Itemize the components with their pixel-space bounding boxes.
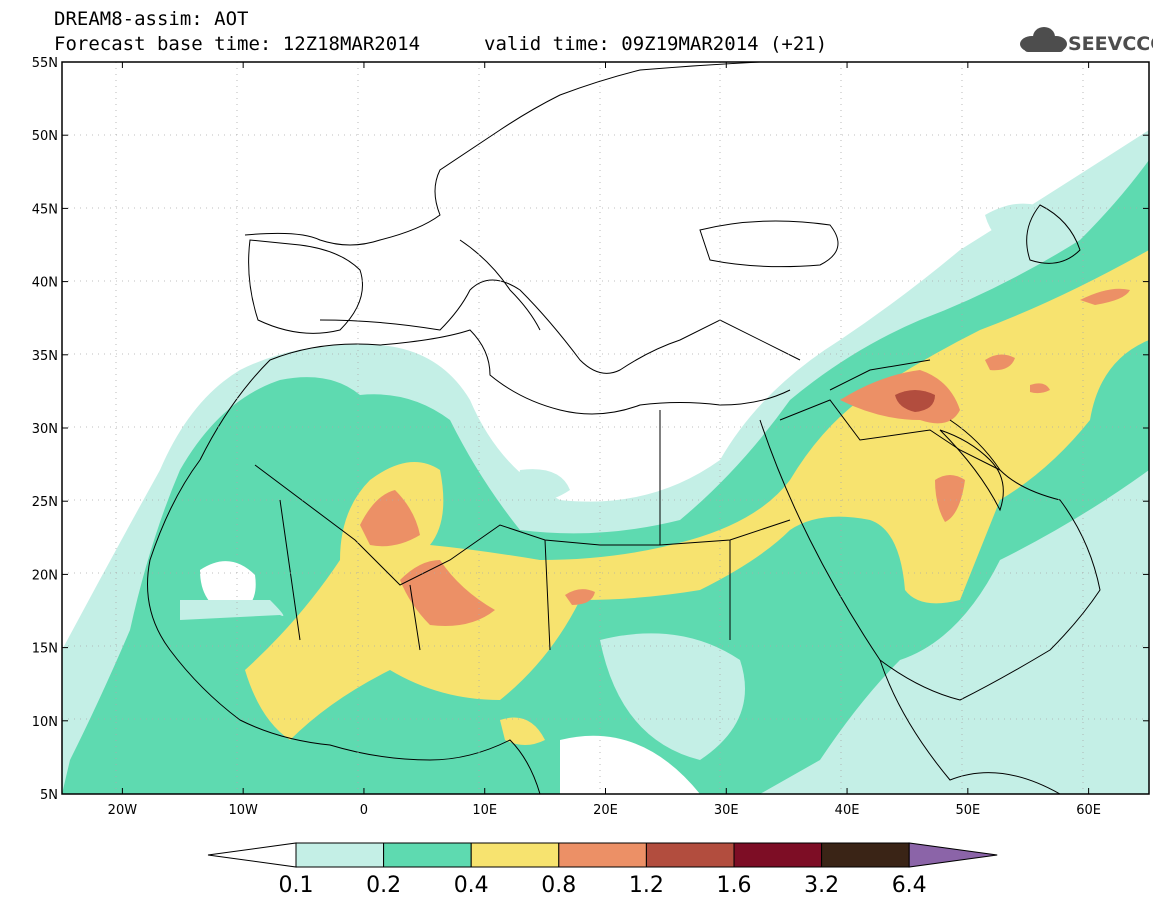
cloud-icon (1020, 27, 1067, 52)
y-tick-label: 15N (32, 642, 58, 657)
title-model: DREAM8-assim: AOT (54, 8, 249, 30)
aot-band-0.8f (935, 475, 965, 522)
colorbar-label: 0.8 (541, 873, 576, 898)
aot-band-0.8g (1080, 288, 1130, 305)
aot-band-0.8c (565, 589, 595, 605)
colorbar: 0.1 0.2 0.4 0.8 1.2 1.6 3.2 6.4 (207, 842, 998, 898)
x-axis: 20W 10W 0 10E 20E 30E 40E 50E 60E (108, 62, 1101, 818)
x-tick-label: 60E (1076, 803, 1101, 818)
colorbar-box (821, 842, 910, 868)
coastlines (147, 62, 1101, 794)
map-grid (62, 62, 1149, 794)
x-tick-label: 30E (714, 803, 739, 818)
aot-band-0.8b (400, 560, 495, 626)
colorbar-label: 1.6 (717, 873, 752, 898)
aot-band-0.8e (985, 354, 1015, 371)
y-tick-label: 55N (32, 56, 58, 71)
colorbar-box (733, 842, 823, 868)
x-tick-label: 20W (108, 803, 138, 818)
x-tick-label: 10E (472, 803, 497, 818)
seevccc-logo: SEEVCCC (1020, 27, 1153, 55)
colorbar-box (295, 842, 385, 868)
colorbar-label: 0.1 (279, 873, 314, 898)
title-base-time: Forecast base time: 12Z18MAR2014 (54, 33, 421, 55)
y-axis: 5N 10N 15N 20N 25N 30N 35N 40N 45N 50N 55N (32, 56, 1149, 803)
colorbar-label: 3.2 (804, 873, 839, 898)
y-tick-label: 50N (32, 129, 58, 144)
x-tick-label: 20E (593, 803, 618, 818)
colorbar-label: 0.4 (454, 873, 489, 898)
y-tick-label: 5N (40, 788, 58, 803)
x-tick-label: 40E (835, 803, 860, 818)
colorbar-box (645, 842, 735, 868)
aot-band-1.2 (895, 390, 935, 412)
title-valid-time: valid time: 09Z19MAR2014 (+21) (484, 33, 828, 55)
aot-band-0.8 (360, 490, 420, 547)
y-tick-label: 20N (32, 568, 58, 583)
logo-text: SEEVCCC (1068, 33, 1153, 55)
aot-contours (62, 130, 1149, 794)
colorbar-box (558, 842, 647, 868)
aot-band-0.8h (1030, 383, 1050, 394)
colorbar-label: 1.2 (629, 873, 664, 898)
colorbar-label: 6.4 (892, 873, 927, 898)
y-tick-label: 40N (32, 276, 58, 291)
x-tick-label: 0 (360, 803, 368, 818)
colorbar-over (908, 842, 998, 868)
x-tick-label: 10W (228, 803, 258, 818)
colorbar-under (207, 842, 297, 868)
y-tick-label: 35N (32, 349, 58, 364)
y-tick-label: 30N (32, 422, 58, 437)
y-tick-label: 10N (32, 715, 58, 730)
aot-band-0.1b (985, 203, 1053, 250)
y-tick-label: 45N (32, 202, 58, 217)
x-tick-label: 50E (955, 803, 980, 818)
colorbar-box (383, 842, 472, 868)
colorbar-label: 0.2 (366, 873, 401, 898)
y-tick-label: 25N (32, 495, 58, 510)
colorbar-box (470, 842, 560, 868)
